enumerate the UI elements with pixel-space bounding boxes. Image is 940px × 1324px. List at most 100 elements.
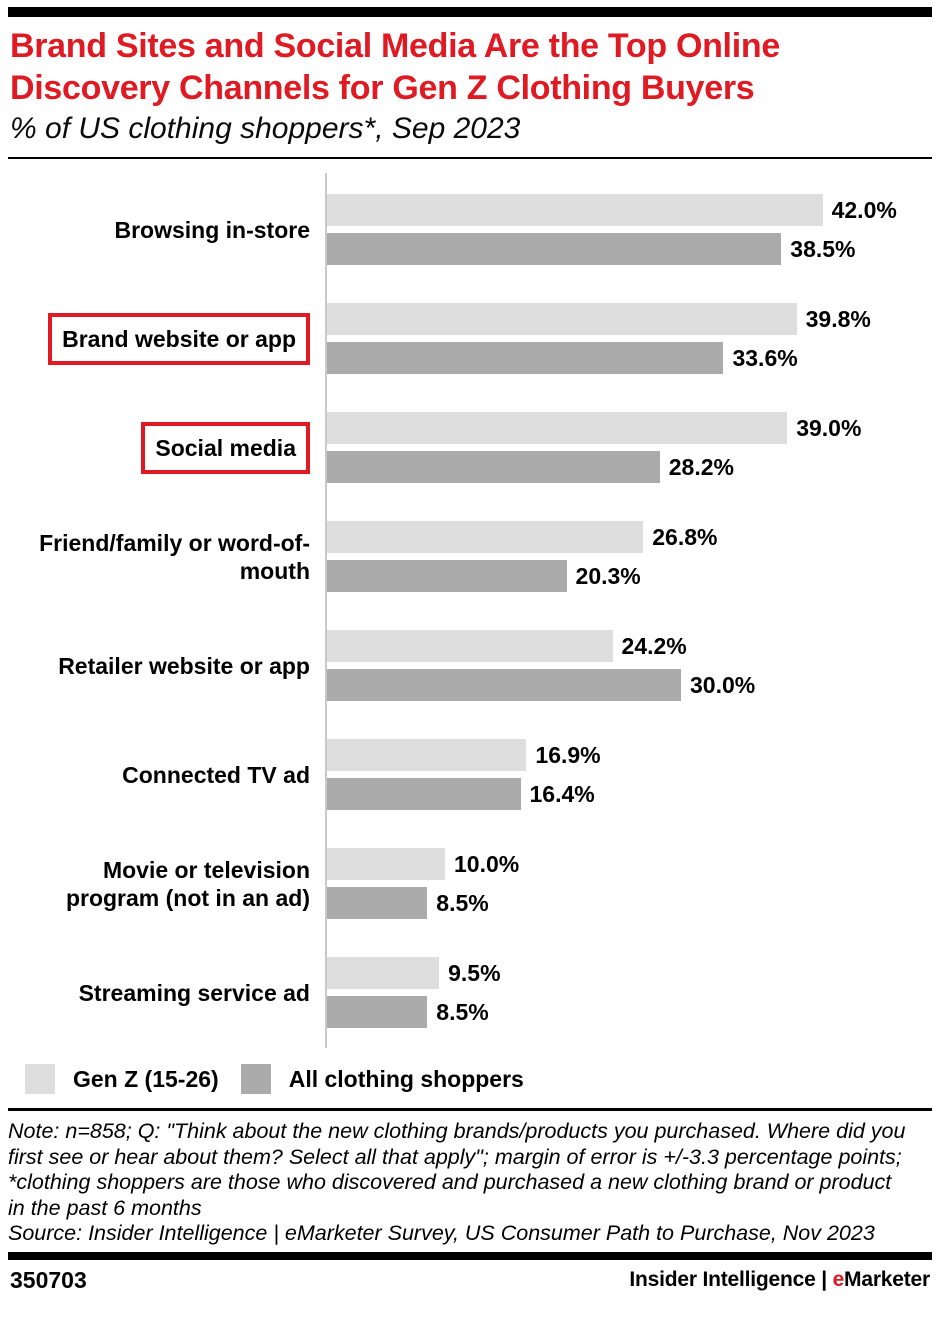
category-label-cell: Browsing in-store [8, 194, 325, 265]
category-label-cell: Brand website or app [8, 303, 325, 374]
legend-label-gen-z: Gen Z (15-26) [73, 1065, 219, 1092]
bar-gen-z [327, 848, 445, 880]
chart-id: 350703 [10, 1266, 87, 1293]
bar-pair: 16.9% 16.4% [325, 739, 932, 810]
legend-item-gen-z: Gen Z (15-26) [25, 1064, 219, 1094]
axis-line [325, 173, 327, 1048]
chart-row: Friend/family or word-of-mouth 26.8% 20.3% [8, 521, 932, 592]
value-label-gen-z: 24.2% [621, 632, 687, 659]
bar-line: 8.5% [325, 887, 932, 919]
bar-line: 38.5% [325, 233, 932, 265]
value-label-all-shoppers: 30.0% [690, 671, 756, 698]
bar-all-shoppers [327, 778, 521, 810]
top-rule [8, 7, 932, 17]
bar-line: 8.5% [325, 996, 932, 1028]
value-label-gen-z: 39.8% [805, 305, 871, 332]
bar-line: 16.9% [325, 739, 932, 771]
chart-row: Browsing in-store 42.0% 38.5% [8, 194, 932, 265]
bar-all-shoppers [327, 560, 567, 592]
value-label-all-shoppers: 16.4% [529, 780, 595, 807]
bar-gen-z [327, 630, 613, 662]
value-label-all-shoppers: 33.6% [732, 344, 798, 371]
chart-rows: Browsing in-store 42.0% 38.5% Brand website… [8, 194, 932, 1028]
value-label-all-shoppers: 38.5% [790, 235, 856, 262]
category-label-highlighted: Brand website or app [48, 312, 310, 365]
category-label-cell: Social media [8, 412, 325, 483]
bar-all-shoppers [327, 996, 428, 1028]
legend: Gen Z (15-26) All clothing shoppers [8, 1064, 932, 1094]
bar-pair: 9.5% 8.5% [325, 957, 932, 1028]
chart-row: Retailer website or app 24.2% 30.0% [8, 630, 932, 701]
bar-line: 10.0% [325, 848, 932, 880]
chart-row: Movie or television program (not in an a… [8, 848, 932, 919]
chart-row: Connected TV ad 16.9% 16.4% [8, 739, 932, 810]
bar-pair: 26.8% 20.3% [325, 521, 932, 592]
brand-emarketer-rest: Marketer [844, 1268, 930, 1291]
header: Brand Sites and Social Media Are the Top… [0, 17, 940, 147]
bar-chart: Browsing in-store 42.0% 38.5% Brand website… [8, 173, 932, 1048]
bar-line: 9.5% [325, 957, 932, 989]
brand-logotype: Insider Intelligence | eMarketer [629, 1268, 930, 1292]
bar-gen-z [327, 957, 440, 989]
notes-divider [8, 1108, 932, 1111]
category-label: Friend/family or word-of-mouth [39, 529, 310, 584]
bar-line: 39.0% [325, 412, 932, 444]
legend-item-all-shoppers: All clothing shoppers [240, 1064, 524, 1094]
chart-row: Streaming service ad 9.5% 8.5% [8, 957, 932, 1028]
bar-line: 20.3% [325, 560, 932, 592]
value-label-gen-z: 16.9% [535, 741, 601, 768]
bar-line: 39.8% [325, 303, 932, 335]
bar-pair: 39.0% 28.2% [325, 412, 932, 483]
value-label-gen-z: 9.5% [448, 959, 501, 986]
category-label: Browsing in-store [114, 216, 310, 243]
category-label-cell: Movie or television program (not in an a… [8, 848, 325, 919]
legend-swatch-gen-z [25, 1064, 55, 1094]
bar-all-shoppers [327, 887, 428, 919]
bar-all-shoppers [327, 451, 660, 483]
category-label-cell: Streaming service ad [8, 957, 325, 1028]
bar-gen-z [327, 739, 527, 771]
value-label-all-shoppers: 8.5% [436, 998, 489, 1025]
category-label: Connected TV ad [122, 761, 310, 788]
value-label-gen-z: 10.0% [454, 850, 520, 877]
chart-row: Social media 39.0% 28.2% [8, 412, 932, 483]
category-label-cell: Friend/family or word-of-mouth [8, 521, 325, 592]
category-label-cell: Retailer website or app [8, 630, 325, 701]
legend-label-all-shoppers: All clothing shoppers [288, 1065, 524, 1092]
bar-gen-z [327, 521, 644, 553]
value-label-all-shoppers: 28.2% [668, 453, 734, 480]
footer: 350703 Insider Intelligence | eMarketer [10, 1267, 930, 1294]
chart-subtitle: % of US clothing shoppers*, Sep 2023 [10, 112, 521, 145]
brand-emarketer-e: e [832, 1268, 845, 1291]
value-label-all-shoppers: 8.5% [436, 889, 489, 916]
bar-pair: 39.8% 33.6% [325, 303, 932, 374]
bar-gen-z [327, 303, 797, 335]
brand-separator: | [821, 1268, 827, 1291]
bar-line: 26.8% [325, 521, 932, 553]
bar-pair: 10.0% 8.5% [325, 848, 932, 919]
header-divider [8, 157, 932, 159]
chart-title: Brand Sites and Social Media Are the Top… [10, 27, 780, 107]
source-text: Source: Insider Intelligence | eMarketer… [8, 1221, 875, 1245]
value-label-gen-z: 42.0% [831, 196, 897, 223]
value-label-all-shoppers: 20.3% [575, 562, 641, 589]
value-label-gen-z: 39.0% [796, 414, 862, 441]
bar-all-shoppers [327, 233, 782, 265]
bar-line: 30.0% [325, 669, 932, 701]
value-label-gen-z: 26.8% [652, 523, 718, 550]
bar-pair: 42.0% 38.5% [325, 194, 932, 265]
category-label-cell: Connected TV ad [8, 739, 325, 810]
category-label: Movie or television program (not in an a… [65, 856, 310, 911]
legend-swatch-all-shoppers [240, 1064, 271, 1094]
bar-pair: 24.2% 30.0% [325, 630, 932, 701]
bar-gen-z [327, 194, 823, 226]
bar-line: 33.6% [325, 342, 932, 374]
bar-line: 28.2% [325, 451, 932, 483]
notes-block: Note: n=858; Q: "Think about the new clo… [0, 1111, 916, 1247]
footer-rule [8, 1251, 932, 1260]
category-label-highlighted: Social media [141, 421, 310, 474]
category-label: Streaming service ad [78, 979, 310, 1006]
bar-gen-z [327, 412, 788, 444]
category-label: Retailer website or app [58, 652, 310, 679]
